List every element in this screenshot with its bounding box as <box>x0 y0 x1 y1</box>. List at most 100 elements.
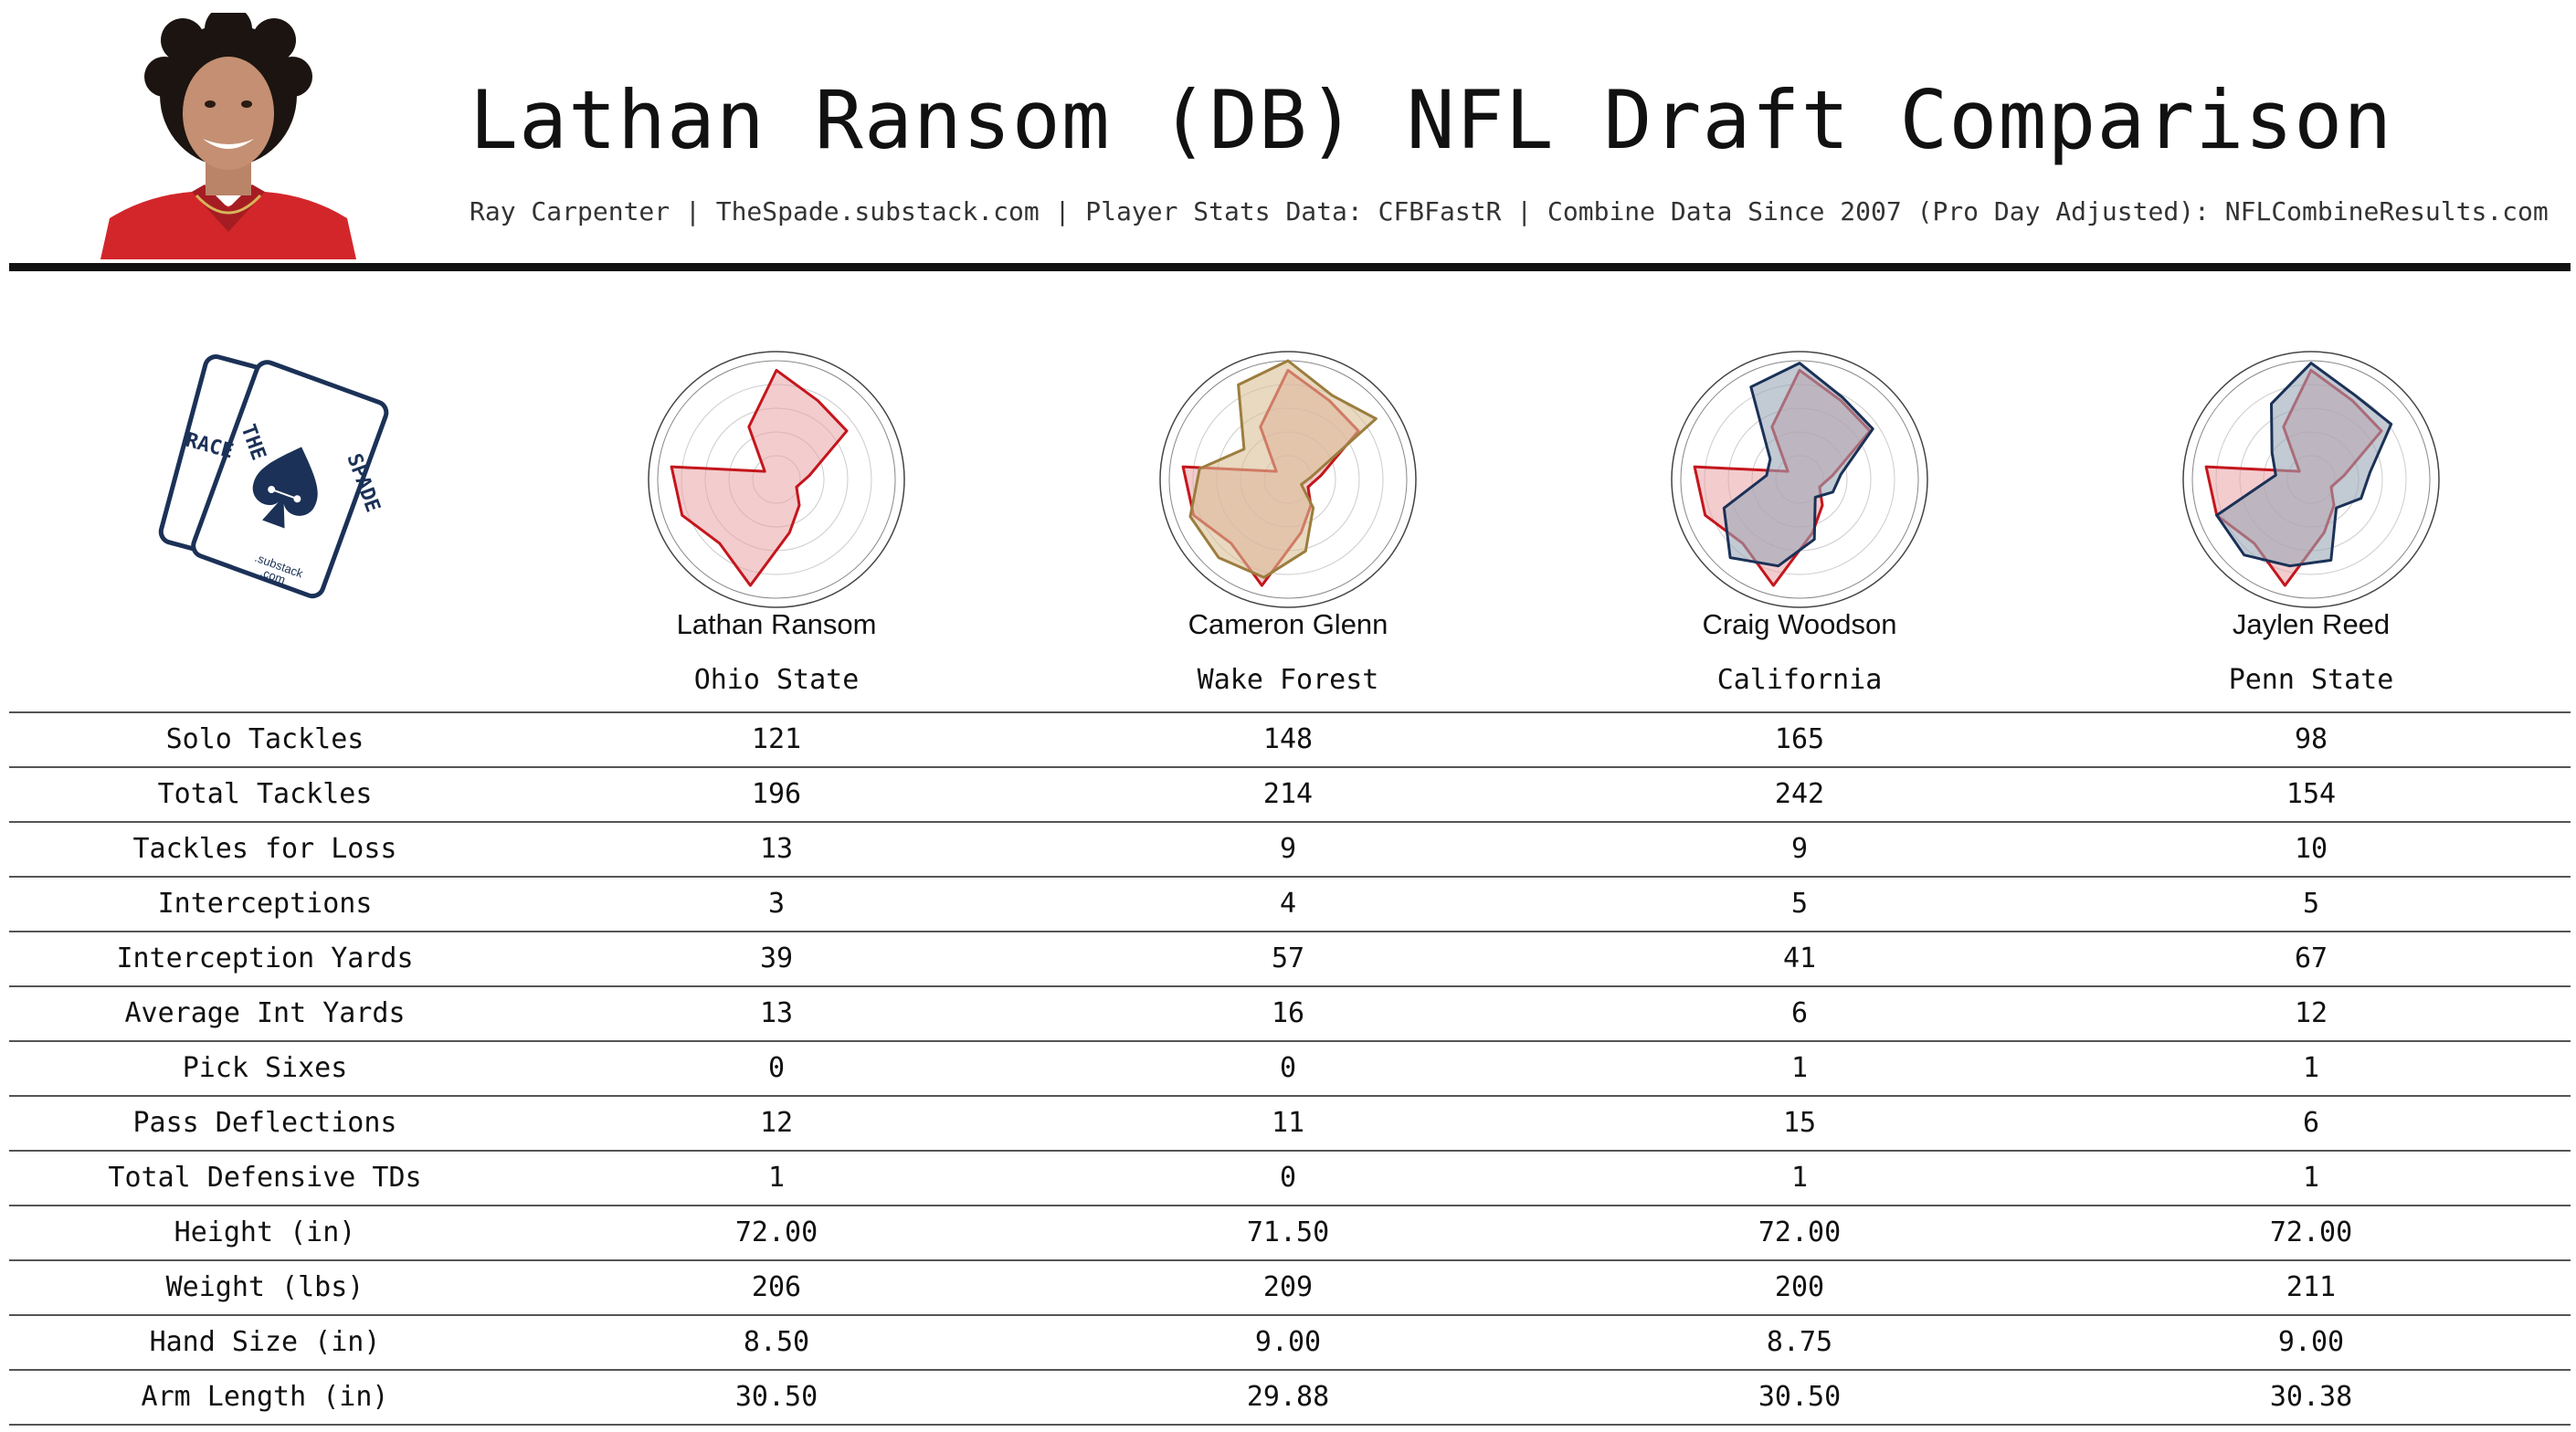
radar-series-featured <box>670 368 849 587</box>
header-divider <box>9 263 2571 271</box>
radar-chart-cameron-glenn <box>1159 351 1417 608</box>
stat-value: 71.50 <box>1246 1216 1330 1248</box>
stat-value: 148 <box>1262 723 1314 755</box>
stat-value: 1 <box>2302 1052 2320 1084</box>
stat-label: Total Defensive TDs <box>108 1162 422 1194</box>
radar-chart-jaylen-reed <box>2182 351 2440 608</box>
stat-label: Interception Yards <box>116 942 414 974</box>
stat-value: 165 <box>1774 723 1825 755</box>
radar-series-comparison <box>1722 362 1874 568</box>
stat-value: 4 <box>1279 888 1297 920</box>
table-row: Interception Yards 39 57 41 67 <box>9 931 2571 985</box>
radar-chart-lathan-ransom <box>648 351 905 608</box>
stat-value: 0 <box>767 1052 786 1084</box>
stat-value: 200 <box>1774 1271 1825 1303</box>
stat-value: 1 <box>1790 1162 1809 1194</box>
stat-value: 121 <box>751 723 802 755</box>
radar-grid-ring <box>2191 360 2431 599</box>
stat-label: Pick Sixes <box>182 1052 348 1084</box>
radar-grid-ring <box>1680 360 1919 599</box>
table-row: Arm Length (in) 30.50 29.88 30.50 30.38 <box>9 1369 2571 1426</box>
stat-value: 57 <box>1271 942 1305 974</box>
radar-chart-craig-woodson <box>1671 351 1928 608</box>
stat-label: Arm Length (in) <box>141 1381 389 1413</box>
stat-value: 9.00 <box>2277 1326 2345 1358</box>
table-row: Weight (lbs) 206 209 200 211 <box>9 1259 2571 1314</box>
stat-label: Total Tackles <box>157 778 373 810</box>
stat-label: Average Int Yards <box>124 997 406 1029</box>
table-row: Pass Deflections 12 11 15 6 <box>9 1095 2571 1150</box>
radar-series-comparison <box>1188 359 1378 579</box>
stat-label: Tackles for Loss <box>132 833 397 865</box>
player-school: Penn State <box>2228 664 2394 696</box>
stat-value: 9 <box>1790 833 1809 865</box>
player-name: Lathan Ransom <box>676 608 877 640</box>
stat-value: 98 <box>2294 723 2328 755</box>
stat-value: 9.00 <box>1254 1326 1322 1358</box>
stat-value: 1 <box>2302 1162 2320 1194</box>
the-spade-logo: RACE THE SPADE .substack .com <box>158 354 389 599</box>
stat-value: 9 <box>1279 833 1297 865</box>
stat-value: 30.50 <box>1758 1381 1842 1413</box>
stat-value: 30.50 <box>734 1381 818 1413</box>
stat-value: 1 <box>1790 1052 1809 1084</box>
page-title: Lathan Ransom (DB) NFL Draft Comparison <box>470 73 2393 167</box>
stat-value: 72.00 <box>734 1216 818 1248</box>
player-school: California <box>1716 664 1883 696</box>
stat-value: 6 <box>1790 997 1809 1029</box>
table-row: Total Tackles 196 214 242 154 <box>9 766 2571 821</box>
stat-label: Interceptions <box>157 888 373 920</box>
stat-value: 214 <box>1262 778 1314 810</box>
stat-value: 41 <box>1782 942 1817 974</box>
table-row: Pick Sixes 0 0 1 1 <box>9 1040 2571 1095</box>
stat-value: 13 <box>759 997 794 1029</box>
table-row: Total Defensive TDs 1 0 1 1 <box>9 1150 2571 1205</box>
stat-value: 6 <box>2302 1107 2320 1139</box>
stats-table: Solo Tackles 121 148 165 98 Total Tackle… <box>9 711 2571 1426</box>
player-school: Ohio State <box>693 664 860 696</box>
stat-value: 10 <box>2294 833 2328 865</box>
page-subtitle: Ray Carpenter | TheSpade.substack.com | … <box>470 196 2549 226</box>
table-row: Tackles for Loss 13 9 9 10 <box>9 821 2571 876</box>
stat-value: 5 <box>1790 888 1809 920</box>
table-row: Solo Tackles 121 148 165 98 <box>9 711 2571 766</box>
stat-value: 16 <box>1271 997 1305 1029</box>
stat-value: 13 <box>759 833 794 865</box>
stat-value: 11 <box>1271 1107 1305 1139</box>
stat-label: Hand Size (in) <box>149 1326 381 1358</box>
table-row: Interceptions 3 4 5 5 <box>9 876 2571 931</box>
player-school: Wake Forest <box>1197 664 1379 696</box>
player-name: Jaylen Reed <box>2232 608 2391 640</box>
stat-value: 1 <box>767 1162 786 1194</box>
stat-value: 196 <box>751 778 802 810</box>
stat-value: 12 <box>2294 997 2328 1029</box>
stat-value: 30.38 <box>2269 1381 2353 1413</box>
stat-value: 12 <box>759 1107 794 1139</box>
stat-value: 209 <box>1262 1271 1314 1303</box>
stat-value: 206 <box>751 1271 802 1303</box>
radar-grid-ring <box>657 360 896 599</box>
stat-label: Solo Tackles <box>165 723 364 755</box>
stat-value: 8.75 <box>1766 1326 1833 1358</box>
stat-value: 72.00 <box>1758 1216 1842 1248</box>
stat-value: 3 <box>767 888 786 920</box>
stat-value: 8.50 <box>743 1326 810 1358</box>
stat-value: 72.00 <box>2269 1216 2353 1248</box>
stat-value: 5 <box>2302 888 2320 920</box>
player-name: Cameron Glenn <box>1188 608 1388 640</box>
stat-value: 0 <box>1279 1052 1297 1084</box>
radar-series-comparison <box>2215 362 2393 568</box>
stat-value: 154 <box>2286 778 2337 810</box>
stat-value: 211 <box>2286 1271 2337 1303</box>
table-row: Height (in) 72.00 71.50 72.00 72.00 <box>9 1205 2571 1259</box>
stat-value: 0 <box>1279 1162 1297 1194</box>
stat-value: 67 <box>2294 942 2328 974</box>
stat-value: 29.88 <box>1246 1381 1330 1413</box>
player-name: Craig Woodson <box>1702 608 1897 640</box>
stat-label: Pass Deflections <box>132 1107 397 1139</box>
stat-value: 242 <box>1774 778 1825 810</box>
player-headshot <box>100 13 356 259</box>
stat-label: Height (in) <box>174 1216 356 1248</box>
table-row: Hand Size (in) 8.50 9.00 8.75 9.00 <box>9 1314 2571 1369</box>
stat-label: Weight (lbs) <box>165 1271 364 1303</box>
